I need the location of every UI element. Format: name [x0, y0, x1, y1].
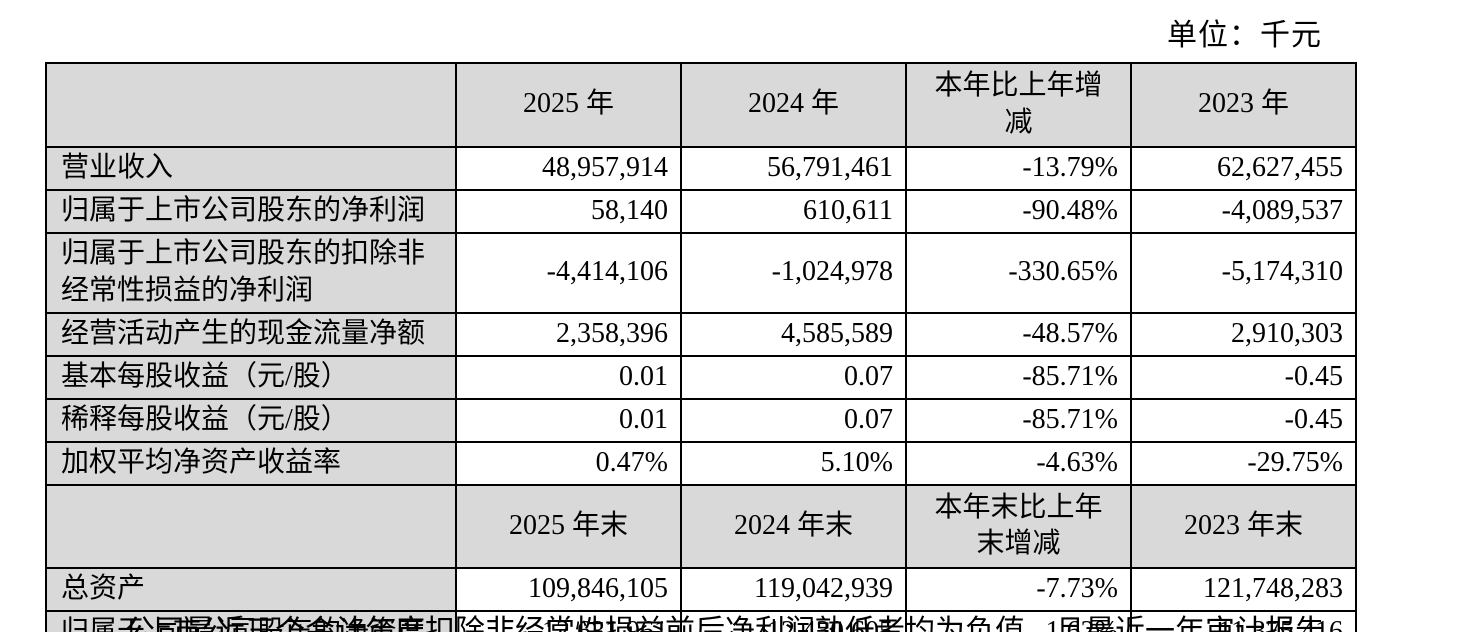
value-cell: 109,846,105: [455, 567, 682, 613]
value-cell: 62,627,455: [1130, 145, 1357, 191]
value-cell: 0.47%: [455, 440, 682, 486]
value-cell: 48,957,914: [455, 145, 682, 191]
value-cell: -1,024,978: [680, 231, 907, 314]
value-cell: -29.75%: [1130, 440, 1357, 486]
row-label: 稀释每股收益（元/股）: [45, 397, 457, 443]
corner-header-cell: [45, 62, 457, 148]
col-header-end-change: 本年末比上年末增减: [905, 483, 1132, 570]
value-cell: 4,585,589: [680, 311, 907, 357]
col-header-2023-end: 2023 年末: [1130, 483, 1357, 570]
value-cell: 2,910,303: [1130, 311, 1357, 357]
value-cell: 1.62%: [905, 610, 1132, 632]
value-cell: -4.63%: [905, 440, 1132, 486]
value-cell: -4,414,106: [455, 231, 682, 314]
row-label: 归属于上市公司股东的净利润: [45, 188, 457, 234]
col-header-yoy-change: 本年比上年增减: [905, 62, 1132, 148]
value-cell: -48.57%: [905, 311, 1132, 357]
table-row-basic-eps: 基本每股收益（元/股） 0.01 0.07 -85.71% -0.45: [45, 354, 1357, 400]
value-cell: 0.01: [455, 397, 682, 443]
col-header-2024-end: 2024 年末: [680, 483, 907, 570]
value-cell: 119,042,939: [680, 567, 907, 613]
table-row-operating-cash-flow: 经营活动产生的现金流量净额 2,358,396 4,585,589 -48.57…: [45, 311, 1357, 357]
col-header-2025: 2025 年: [455, 62, 682, 148]
table-row-net-profit-excl-nonrecurring: 归属于上市公司股东的扣除非经常性损益的净利润 -4,414,106 -1,024…: [45, 231, 1357, 314]
value-cell: -4,089,537: [1130, 188, 1357, 234]
col-header-2025-end: 2025 年末: [455, 483, 682, 570]
value-cell: 11,375,416: [1130, 610, 1357, 632]
financial-summary-table: 2025 年 2024 年 本年比上年增减 2023 年 营业收入 48,957…: [45, 62, 1357, 632]
row-label: 经营活动产生的现金流量净额: [45, 311, 457, 357]
table-row-net-profit: 归属于上市公司股东的净利润 58,140 610,611 -90.48% -4,…: [45, 188, 1357, 234]
table-row-diluted-eps: 稀释每股收益（元/股） 0.01 0.07 -85.71% -0.45: [45, 397, 1357, 443]
value-cell: -90.48%: [905, 188, 1132, 234]
value-cell: 2,358,396: [455, 311, 682, 357]
table-row-total-assets: 总资产 109,846,105 119,042,939 -7.73% 121,7…: [45, 567, 1357, 613]
value-cell: 0.07: [680, 397, 907, 443]
footnote-text: 公司最近三个会计年度扣除非经常性损益前后净利润孰低者均为负值，且最近一年审计报告: [125, 615, 1325, 632]
value-cell: 12,631,961: [455, 610, 682, 632]
corner-header-cell: [45, 483, 457, 570]
value-cell: -85.71%: [905, 354, 1132, 400]
value-cell: 0.01: [455, 354, 682, 400]
table-row-revenue: 营业收入 48,957,914 56,791,461 -13.79% 62,62…: [45, 145, 1357, 191]
header-row-annual: 2025 年 2024 年 本年比上年增减 2023 年: [45, 62, 1357, 148]
value-cell: 56,791,461: [680, 145, 907, 191]
value-cell: 0.07: [680, 354, 907, 400]
value-cell: -0.45: [1130, 354, 1357, 400]
row-label: 归属于上市公司股东的扣除非经常性损益的净利润: [45, 231, 457, 314]
value-cell: -13.79%: [905, 145, 1132, 191]
header-row-period-end: 2025 年末 2024 年末 本年末比上年末增减 2023 年末: [45, 483, 1357, 570]
value-cell: 58,140: [455, 188, 682, 234]
row-label: 总资产: [45, 567, 457, 613]
value-cell: -7.73%: [905, 567, 1132, 613]
value-cell: -85.71%: [905, 397, 1132, 443]
row-label: 加权平均净资产收益率: [45, 440, 457, 486]
value-cell: 12,430,605: [680, 610, 907, 632]
col-header-2023: 2023 年: [1130, 62, 1357, 148]
value-cell: -330.65%: [905, 231, 1132, 314]
table-row-weighted-avg-roe: 加权平均净资产收益率 0.47% 5.10% -4.63% -29.75%: [45, 440, 1357, 486]
value-cell: -0.45: [1130, 397, 1357, 443]
row-label: 归属于上市公司股东的净资产: [45, 610, 457, 632]
value-cell: 5.10%: [680, 440, 907, 486]
table-row-net-assets: 归属于上市公司股东的净资产 12,631,961 12,430,605 1.62…: [45, 610, 1357, 632]
value-cell: -5,174,310: [1130, 231, 1357, 314]
col-header-2024: 2024 年: [680, 62, 907, 148]
row-label: 基本每股收益（元/股）: [45, 354, 457, 400]
value-cell: 121,748,283: [1130, 567, 1357, 613]
row-label: 营业收入: [45, 145, 457, 191]
value-cell: 610,611: [680, 188, 907, 234]
unit-label: 单位：千元: [1167, 19, 1322, 52]
